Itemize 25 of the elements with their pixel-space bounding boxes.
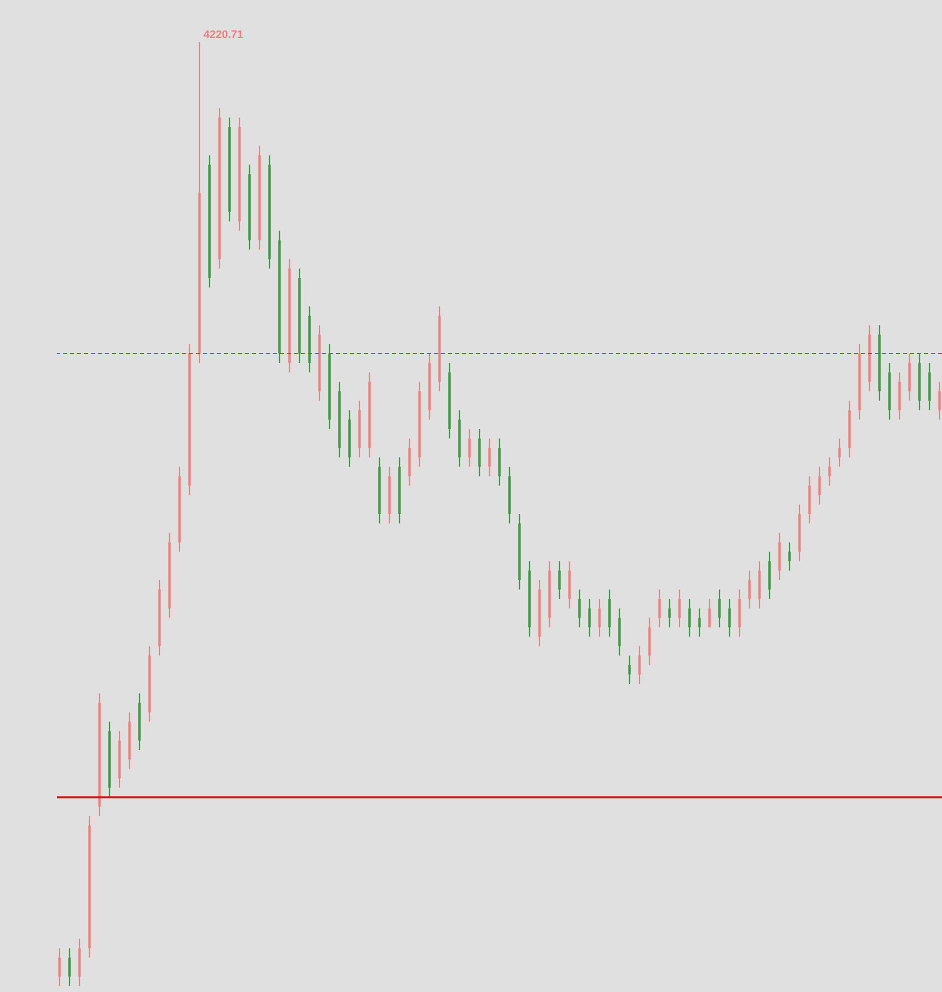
candlestick <box>678 588 681 628</box>
candlestick <box>598 598 601 638</box>
candlestick <box>828 456 831 486</box>
candlestick <box>468 428 471 468</box>
candlestick <box>558 560 561 600</box>
text: 4220.71 <box>204 29 244 41</box>
candlestick <box>938 381 941 420</box>
candlestick <box>838 438 841 468</box>
candlestick <box>488 438 491 477</box>
candlestick <box>708 598 711 628</box>
candlestick <box>658 588 661 628</box>
candlestick <box>578 588 581 628</box>
candlestick <box>58 948 61 987</box>
candlestick <box>668 598 671 628</box>
candlestick <box>588 598 591 638</box>
candlestick <box>728 598 731 638</box>
candlestick <box>688 598 691 638</box>
candlestick <box>788 542 791 572</box>
candlestick <box>638 646 641 685</box>
candlestick <box>628 655 631 685</box>
candlestick <box>748 570 751 609</box>
candlestick <box>68 948 71 987</box>
candlestick <box>818 466 821 506</box>
candlestick <box>718 588 721 628</box>
candlestick <box>698 608 701 638</box>
